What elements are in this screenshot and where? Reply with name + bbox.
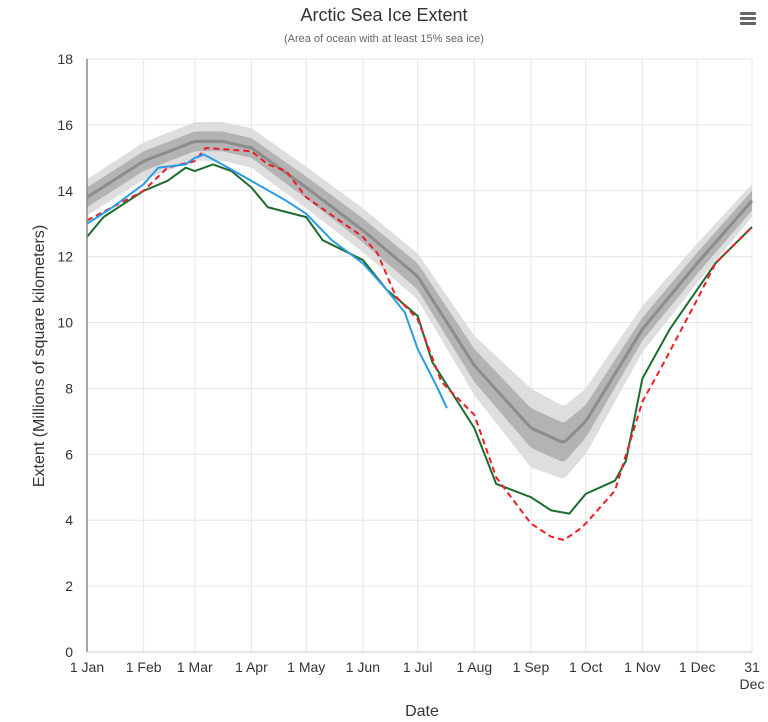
- x-tick-label: 1 Aug: [456, 659, 492, 675]
- y-tick-label: 10: [57, 315, 73, 331]
- y-tick-label: 6: [65, 446, 73, 462]
- series-line-0: [86, 163, 753, 515]
- y-tick-label: 18: [57, 51, 73, 67]
- y-axis-title: Extent (Millions of square kilometers): [31, 225, 48, 487]
- y-tick-label: 0: [65, 644, 73, 660]
- x-tick-label: 1 Dec: [679, 659, 716, 675]
- x-tick-label: 1 Jan: [70, 659, 104, 675]
- series-line-2: [86, 153, 448, 409]
- x-tick-label: 1 Jun: [346, 659, 380, 675]
- x-tick-label: 1 Apr: [235, 659, 268, 675]
- x-axis-title: Date: [405, 703, 439, 720]
- x-tick-label: 1 Oct: [569, 659, 603, 675]
- y-tick-label: 4: [65, 512, 73, 528]
- y-tick-label: 16: [57, 117, 73, 133]
- y-tick-label: 14: [57, 183, 73, 199]
- x-tick-label: 1 May: [287, 659, 325, 675]
- x-tick-label-sub: Dec: [740, 676, 765, 692]
- y-tick-label: 8: [65, 380, 73, 396]
- hamburger-menu-icon[interactable]: [740, 12, 756, 26]
- inner-range-band: [87, 131, 752, 462]
- x-tick-label: 31: [744, 659, 760, 675]
- x-tick-label: 1 Sep: [513, 659, 550, 675]
- x-tick-label: 1 Feb: [126, 659, 162, 675]
- x-tick-label: 1 Mar: [177, 659, 213, 675]
- x-tick-label: 1 Nov: [624, 659, 661, 675]
- y-tick-label: 12: [57, 249, 73, 265]
- series-line-1: [86, 146, 753, 541]
- median-line: [86, 139, 754, 444]
- x-tick-label: 1 Jul: [403, 659, 433, 675]
- chart-subtitle: (Area of ocean with at least 15% sea ice…: [284, 33, 484, 45]
- chart-title: Arctic Sea Ice Extent: [300, 5, 468, 25]
- outer-range-band: [87, 121, 752, 479]
- y-tick-label: 2: [65, 578, 73, 594]
